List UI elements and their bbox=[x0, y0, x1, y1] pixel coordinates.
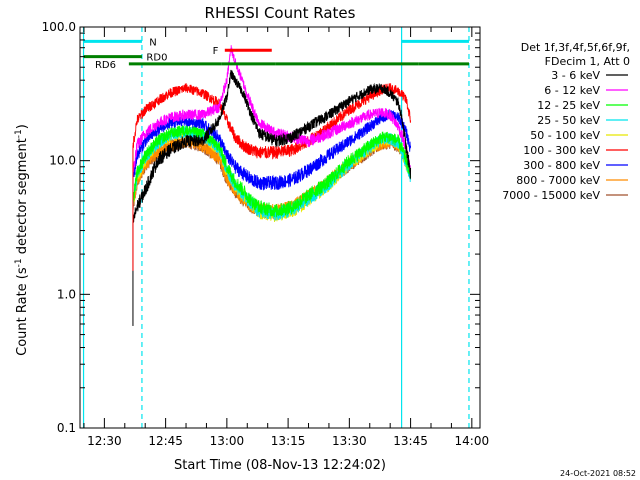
legend-label-7: 300 - 800 keV bbox=[523, 159, 600, 172]
series-line-3 bbox=[132, 124, 412, 218]
x-tick-label: 13:45 bbox=[393, 434, 428, 448]
y-tick-label: 1.0 bbox=[57, 287, 76, 301]
legend-label-8: 800 - 7000 keV bbox=[516, 174, 600, 187]
y-tick-label: 10.0 bbox=[49, 154, 76, 168]
x-tick-label: 13:15 bbox=[271, 434, 306, 448]
flag-label-rd6: RD6 bbox=[95, 60, 116, 71]
legend-label-1: 3 - 6 keV bbox=[551, 69, 600, 82]
y-axis-label: Count Rate (s-1 detector segment-1) bbox=[14, 124, 30, 356]
x-axis-label: Start Time (08-Nov-13 12:24:02) bbox=[174, 458, 386, 473]
y-axis-label-sup2: -1 bbox=[14, 129, 24, 138]
legend-label-5: 50 - 100 keV bbox=[530, 129, 600, 142]
legend-label-3: 12 - 25 keV bbox=[537, 99, 600, 112]
x-tick-label: 13:30 bbox=[332, 434, 367, 448]
legend-label-4: 25 - 50 keV bbox=[537, 114, 600, 127]
y-axis-label-mid: detector segment bbox=[15, 138, 30, 258]
legend: Det 1f,3f,4f,5f,6f,9f, FDecim 1, Att 0 3… bbox=[502, 41, 630, 202]
legend-label-6: 100 - 300 keV bbox=[523, 144, 600, 157]
flag-label-f: F bbox=[213, 46, 219, 57]
y-axis-label-end: ) bbox=[15, 124, 30, 129]
y-tick-label: 100.0 bbox=[42, 20, 76, 34]
y-axis-label-main: Count Rate (s bbox=[15, 267, 30, 356]
plot-frame bbox=[79, 26, 481, 429]
x-tick-label: 12:45 bbox=[148, 434, 183, 448]
series-line-6 bbox=[132, 82, 412, 160]
y-tick-label: 0.1 bbox=[57, 421, 76, 435]
flag-label-n: N bbox=[149, 37, 156, 48]
legend-header-line-1: Det 1f,3f,4f,5f,6f,9f, bbox=[521, 41, 630, 54]
y-axis-label-sup1: -1 bbox=[14, 258, 24, 267]
x-tick-label: 14:00 bbox=[455, 434, 490, 448]
chart-title: RHESSI Count Rates bbox=[205, 4, 356, 22]
series-line-1 bbox=[132, 69, 412, 225]
flag-label-rd0: RD0 bbox=[146, 53, 167, 64]
legend-header-line-2: FDecim 1, Att 0 bbox=[545, 55, 630, 68]
x-tick-label: 12:30 bbox=[87, 434, 122, 448]
x-tick-label: 13:00 bbox=[210, 434, 245, 448]
series-line-2 bbox=[132, 45, 411, 179]
footer-timestamp: 24-Oct-2021 08:52 bbox=[560, 469, 636, 478]
legend-label-9: 7000 - 15000 keV bbox=[502, 189, 600, 202]
legend-label-2: 6 - 12 keV bbox=[544, 84, 600, 97]
